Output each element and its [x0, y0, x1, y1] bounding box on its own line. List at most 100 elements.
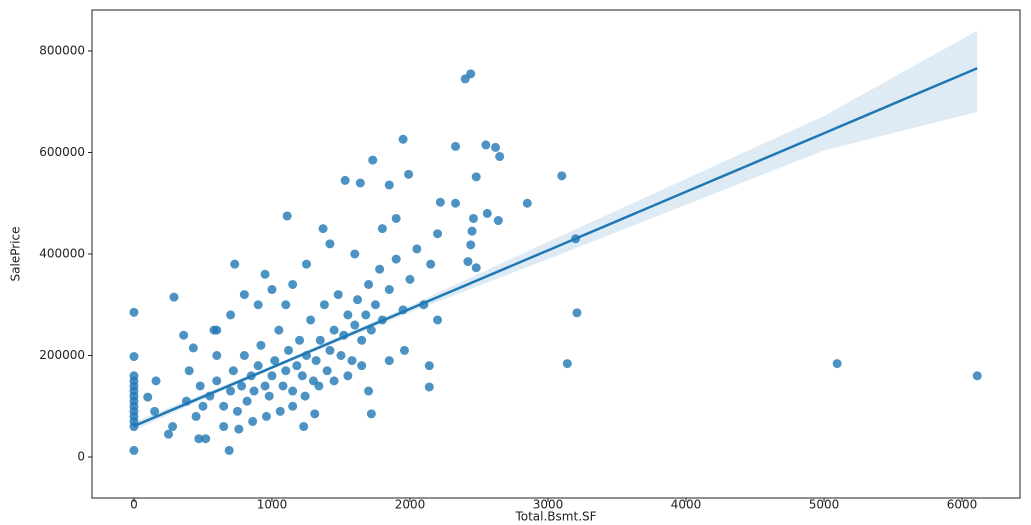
point [364, 386, 374, 396]
point [491, 142, 501, 152]
x-tick-label: 6000 [947, 498, 978, 512]
y-tick-label: 800000 [39, 44, 85, 58]
point [226, 386, 236, 396]
point [275, 406, 285, 416]
point [226, 310, 236, 320]
point [195, 381, 205, 391]
point [260, 269, 270, 279]
point [467, 226, 477, 236]
point [433, 229, 443, 239]
point [562, 359, 572, 369]
point [310, 409, 320, 419]
point [129, 352, 139, 362]
x-tick-label: 3000 [533, 498, 564, 512]
point [253, 361, 263, 371]
point [350, 249, 360, 259]
point [297, 371, 307, 381]
point [433, 315, 443, 325]
point [368, 155, 378, 165]
point [288, 401, 298, 411]
point [471, 172, 481, 182]
point [471, 263, 481, 273]
point [391, 254, 401, 264]
point [384, 285, 394, 295]
point [150, 406, 160, 416]
point [322, 366, 332, 376]
point [412, 244, 422, 254]
regression-line [133, 67, 978, 428]
point [278, 381, 288, 391]
point [237, 381, 247, 391]
point [281, 366, 291, 376]
point [184, 366, 194, 376]
point [300, 391, 310, 401]
point [129, 307, 139, 317]
point [384, 180, 394, 190]
x-tick-label: 5000 [809, 498, 840, 512]
y-tick-label: 400000 [39, 247, 85, 261]
point [366, 325, 376, 335]
point [451, 141, 461, 151]
point [256, 340, 266, 350]
point [232, 406, 242, 416]
point [375, 264, 385, 274]
point [377, 224, 387, 234]
point [466, 240, 476, 250]
point [288, 279, 298, 289]
plot-layer [129, 30, 982, 455]
point [466, 69, 476, 79]
point [242, 396, 252, 406]
point [463, 257, 473, 267]
x-tick-label: 4000 [671, 498, 702, 512]
point [311, 356, 321, 366]
point [329, 325, 339, 335]
point [188, 343, 198, 353]
point [230, 259, 240, 269]
point [343, 310, 353, 320]
point [557, 171, 567, 181]
point [288, 386, 298, 396]
x-axis-label: Total.Bsmt.SF [514, 510, 596, 524]
y-tick-label: 200000 [39, 348, 85, 362]
point [212, 376, 222, 386]
point [143, 392, 153, 402]
point [201, 434, 211, 444]
point [267, 371, 277, 381]
point [270, 356, 280, 366]
point [129, 445, 139, 455]
point [264, 391, 274, 401]
point [292, 361, 302, 371]
point [398, 134, 408, 144]
point [228, 366, 238, 376]
point [284, 345, 294, 355]
x-tick-label: 1000 [257, 498, 288, 512]
point [219, 422, 229, 432]
x-tick-label: 2000 [395, 498, 426, 512]
point [267, 285, 277, 295]
point [404, 169, 414, 179]
point [315, 335, 325, 345]
point [253, 300, 263, 310]
point [343, 371, 353, 381]
point [572, 308, 582, 318]
point [355, 178, 365, 188]
point [451, 198, 461, 208]
point [239, 350, 249, 360]
point [163, 429, 173, 439]
point [493, 216, 503, 226]
point [318, 224, 328, 234]
point [336, 350, 346, 360]
point [426, 259, 436, 269]
point [306, 315, 316, 325]
point [340, 175, 350, 185]
point [301, 259, 311, 269]
y-tick-label: 0 [77, 449, 85, 463]
point [424, 382, 434, 392]
point [219, 401, 229, 411]
point [239, 290, 249, 300]
point [333, 290, 343, 300]
point [248, 416, 258, 426]
point [281, 300, 291, 310]
point [364, 279, 374, 289]
point [482, 208, 492, 218]
